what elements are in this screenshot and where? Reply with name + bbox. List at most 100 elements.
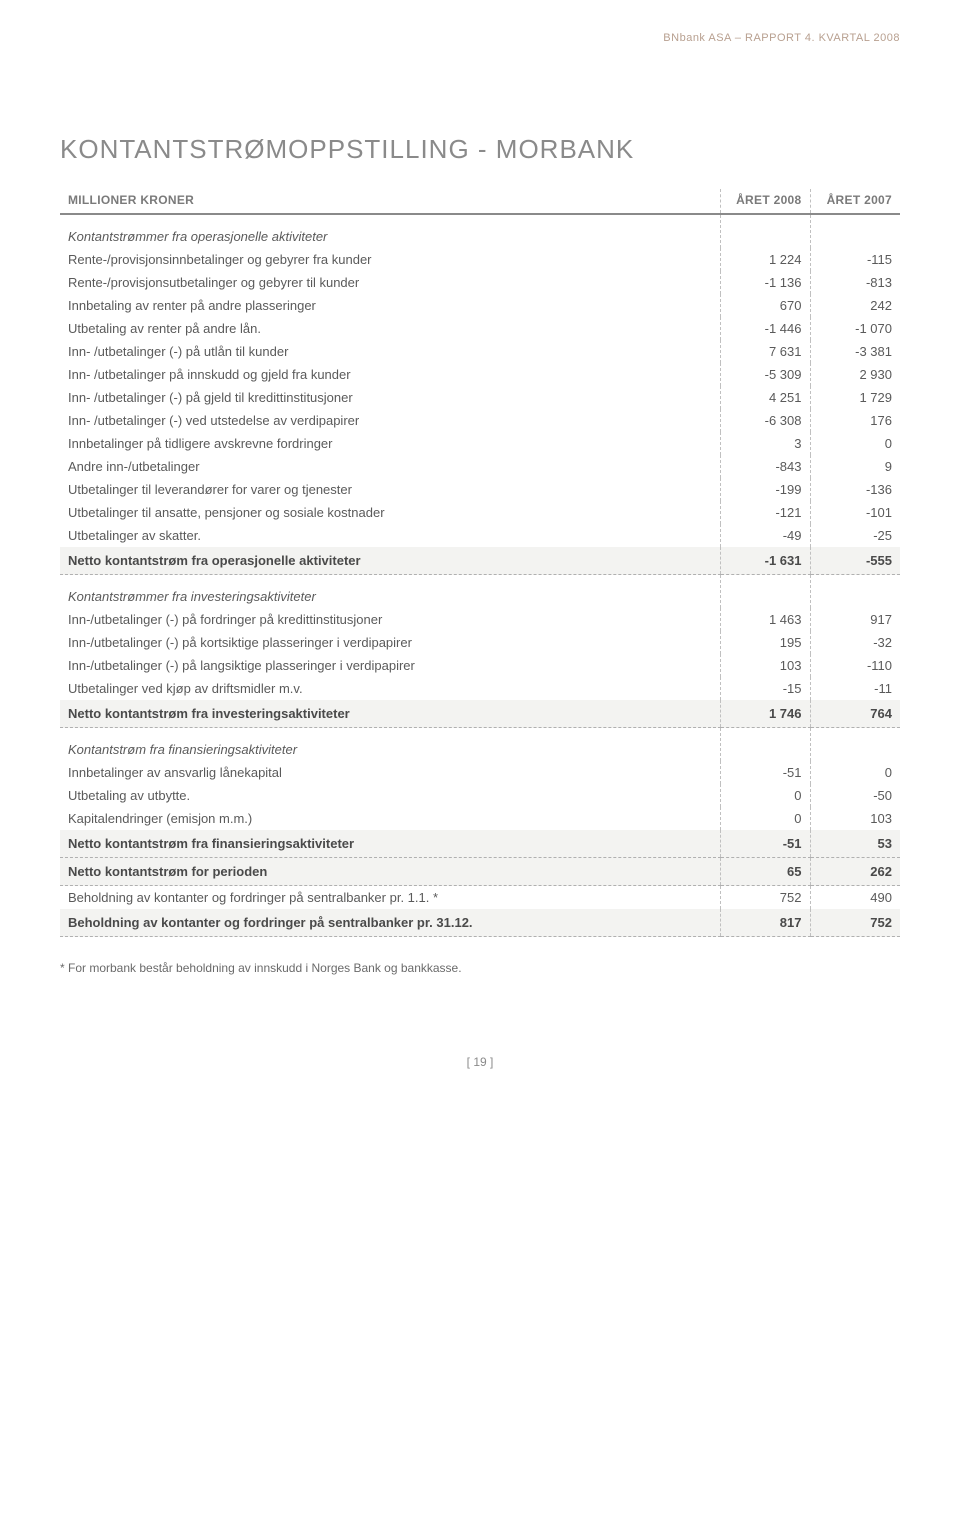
table-row-col2: 0: [810, 761, 900, 784]
table-row-col1: 1 224: [720, 248, 810, 271]
table-total-row: Netto kontantstrøm fra finansieringsakti…: [60, 830, 900, 858]
table-row: Kapitalendringer (emisjon m.m.)0103: [60, 807, 900, 830]
table-row-label: Utbetalinger ved kjøp av driftsmidler m.…: [60, 677, 720, 700]
table-total-row-col2: -555: [810, 547, 900, 575]
table-row-col1: 752: [720, 886, 810, 910]
table-row-col1: -6 308: [720, 409, 810, 432]
table-total-row-col1: -51: [720, 830, 810, 858]
table-row-col1: 1 463: [720, 608, 810, 631]
col-2007: ÅRET 2007: [810, 189, 900, 214]
table-total-row-label: Netto kontantstrøm fra finansieringsakti…: [60, 830, 720, 858]
table-row-col1: -121: [720, 501, 810, 524]
table-row: Innbetalinger av ansvarlig lånekapital-5…: [60, 761, 900, 784]
table-row-label: Innbetalinger på tidligere avskrevne for…: [60, 432, 720, 455]
col-2008: ÅRET 2008: [720, 189, 810, 214]
table-row: Rente-/provisjonsutbetalinger og gebyrer…: [60, 271, 900, 294]
table-row-label: Utbetaling av utbytte.: [60, 784, 720, 807]
table-row: Inn-/utbetalinger (-) på kortsiktige pla…: [60, 631, 900, 654]
table-row: Utbetalinger ved kjøp av driftsmidler m.…: [60, 677, 900, 700]
table-total-row: Netto kontantstrøm fra operasjonelle akt…: [60, 547, 900, 575]
table-row: Utbetaling av utbytte.0-50: [60, 784, 900, 807]
table-row-col2: 9: [810, 455, 900, 478]
table-row-label: Inn- /utbetalinger (-) ved utstedelse av…: [60, 409, 720, 432]
table-row-col1: -51: [720, 761, 810, 784]
table-row-col2: -110: [810, 654, 900, 677]
table-row: Inn-/utbetalinger (-) på langsiktige pla…: [60, 654, 900, 677]
table-row-col2: -3 381: [810, 340, 900, 363]
table-row-label: Inn-/utbetalinger (-) på fordringer på k…: [60, 608, 720, 631]
table-row-label: Kapitalendringer (emisjon m.m.): [60, 807, 720, 830]
table-row-col2: 917: [810, 608, 900, 631]
table-row-label: Utbetaling av renter på andre lån.: [60, 317, 720, 340]
table-total-row-col2: 764: [810, 700, 900, 728]
table-row-col2: 103: [810, 807, 900, 830]
table-row-label: Innbetalinger av ansvarlig lånekapital: [60, 761, 720, 784]
table-row: Inn- /utbetalinger på innskudd og gjeld …: [60, 363, 900, 386]
table-row: Innbetaling av renter på andre plasserin…: [60, 294, 900, 317]
table-row-col2: -11: [810, 677, 900, 700]
table-row-col2: -32: [810, 631, 900, 654]
table-row-label: Utbetalinger av skatter.: [60, 524, 720, 547]
table-row: Andre inn-/utbetalinger-8439: [60, 455, 900, 478]
table-row-col1: -15: [720, 677, 810, 700]
table-row-col2: 2 930: [810, 363, 900, 386]
section-header-col2: [810, 214, 900, 248]
col-label: MILLIONER KRONER: [60, 189, 720, 214]
table-row-col2: -25: [810, 524, 900, 547]
table-row-label: Rente-/provisjonsinnbetalinger og gebyre…: [60, 248, 720, 271]
table-total-row-col1: 1 746: [720, 700, 810, 728]
table-total-row-col1: 817: [720, 909, 810, 937]
section-header-col2: [810, 728, 900, 762]
table-row-col1: 3: [720, 432, 810, 455]
table-total-row-label: Netto kontantstrøm for perioden: [60, 858, 720, 886]
table-total-row: Netto kontantstrøm fra investeringsaktiv…: [60, 700, 900, 728]
section-header-col2: [810, 575, 900, 609]
table-row-col1: -49: [720, 524, 810, 547]
table-total-row-col2: 53: [810, 830, 900, 858]
table-row-col2: -50: [810, 784, 900, 807]
table-total-row: Netto kontantstrøm for perioden65262: [60, 858, 900, 886]
table-row-label: Inn- /utbetalinger (-) på gjeld til kred…: [60, 386, 720, 409]
table-row-col2: 1 729: [810, 386, 900, 409]
table-row: Rente-/provisjonsinnbetalinger og gebyre…: [60, 248, 900, 271]
table-row: Inn- /utbetalinger (-) ved utstedelse av…: [60, 409, 900, 432]
table-row-col2: 176: [810, 409, 900, 432]
table-row-col1: -5 309: [720, 363, 810, 386]
table-row: Inn-/utbetalinger (-) på fordringer på k…: [60, 608, 900, 631]
table-row-col2: -1 070: [810, 317, 900, 340]
table-row-label: Inn- /utbetalinger på innskudd og gjeld …: [60, 363, 720, 386]
table-row-label: Inn- /utbetalinger (-) på utlån til kund…: [60, 340, 720, 363]
table-row-label: Utbetalinger til leverandører for varer …: [60, 478, 720, 501]
table-row-col1: 0: [720, 807, 810, 830]
table-row: Inn- /utbetalinger (-) på gjeld til kred…: [60, 386, 900, 409]
section-header: Kontantstrømmer fra operasjonelle aktivi…: [60, 214, 900, 248]
table-total-row: Beholdning av kontanter og fordringer på…: [60, 909, 900, 937]
table-row-col1: -1 446: [720, 317, 810, 340]
table-row-label: Rente-/provisjonsutbetalinger og gebyrer…: [60, 271, 720, 294]
table-body: Kontantstrømmer fra operasjonelle aktivi…: [60, 214, 900, 937]
table-header-row: MILLIONER KRONER ÅRET 2008 ÅRET 2007: [60, 189, 900, 214]
table-row-col2: -101: [810, 501, 900, 524]
table-row-col1: 0: [720, 784, 810, 807]
table-row-col2: -115: [810, 248, 900, 271]
table-row-col1: -843: [720, 455, 810, 478]
page-container: BNbank ASA – RAPPORT 4. KVARTAL 2008 KON…: [0, 0, 960, 1109]
table-row-col1: 103: [720, 654, 810, 677]
report-header: BNbank ASA – RAPPORT 4. KVARTAL 2008: [60, 32, 900, 44]
table-row-label: Inn-/utbetalinger (-) på kortsiktige pla…: [60, 631, 720, 654]
table-row-col2: -136: [810, 478, 900, 501]
table-row: Inn- /utbetalinger (-) på utlån til kund…: [60, 340, 900, 363]
table-total-row-col2: 752: [810, 909, 900, 937]
table-row-label: Beholdning av kontanter og fordringer på…: [60, 886, 720, 910]
table-total-row-col1: -1 631: [720, 547, 810, 575]
table-row-col2: -813: [810, 271, 900, 294]
table-row: Utbetalinger til ansatte, pensjoner og s…: [60, 501, 900, 524]
section-header-label: Kontantstrøm fra finansieringsaktivitete…: [60, 728, 720, 762]
page-number: [ 19 ]: [60, 1055, 900, 1069]
section-header-label: Kontantstrømmer fra investeringsaktivite…: [60, 575, 720, 609]
table-row-col1: -1 136: [720, 271, 810, 294]
table-total-row-label: Netto kontantstrøm fra investeringsaktiv…: [60, 700, 720, 728]
table-row: Utbetalinger til leverandører for varer …: [60, 478, 900, 501]
table-row-label: Innbetaling av renter på andre plasserin…: [60, 294, 720, 317]
table-row: Beholdning av kontanter og fordringer på…: [60, 886, 900, 910]
